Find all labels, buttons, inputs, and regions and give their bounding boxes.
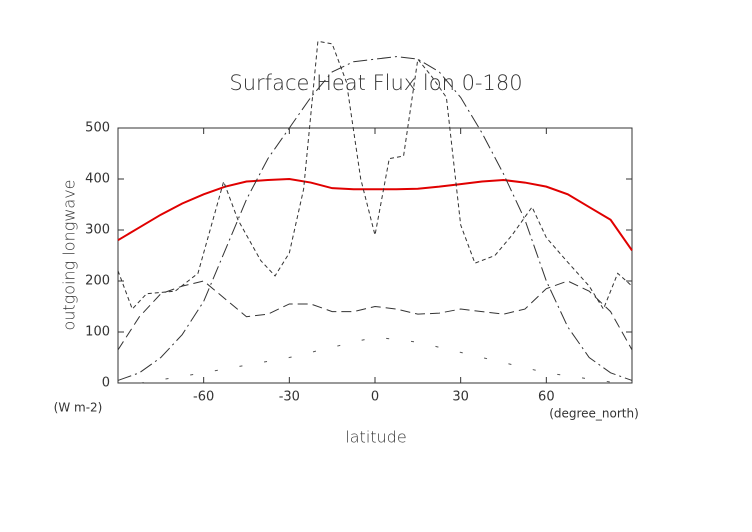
x-tick-label: 0 xyxy=(371,390,379,405)
y-tick-label: 0 xyxy=(102,376,110,391)
plot-frame xyxy=(117,127,633,384)
x-tick-label: 60 xyxy=(538,390,555,405)
y-unit: (W m-2) xyxy=(54,401,103,415)
chart-title: Surface Heat Flux lon 0-180 xyxy=(229,71,522,95)
series-line xyxy=(140,336,618,384)
x-axis-label: latitude xyxy=(345,428,406,447)
y-axis-label: outgoing longwave xyxy=(60,179,79,330)
y-tick-label: 300 xyxy=(85,223,110,238)
x-unit: (degree_north) xyxy=(549,407,639,421)
series-line xyxy=(117,56,633,381)
y-tick-label: 400 xyxy=(85,172,110,187)
x-tick-label: -30 xyxy=(279,390,300,405)
series-line xyxy=(117,177,633,251)
y-tick-label: 200 xyxy=(85,274,110,289)
x-tick-label: -60 xyxy=(193,390,214,405)
series-line xyxy=(117,280,633,351)
series-line xyxy=(117,40,633,311)
y-tick-label: 500 xyxy=(85,121,110,136)
x-tick-label: 30 xyxy=(452,390,469,405)
y-tick-label: 100 xyxy=(85,325,110,340)
